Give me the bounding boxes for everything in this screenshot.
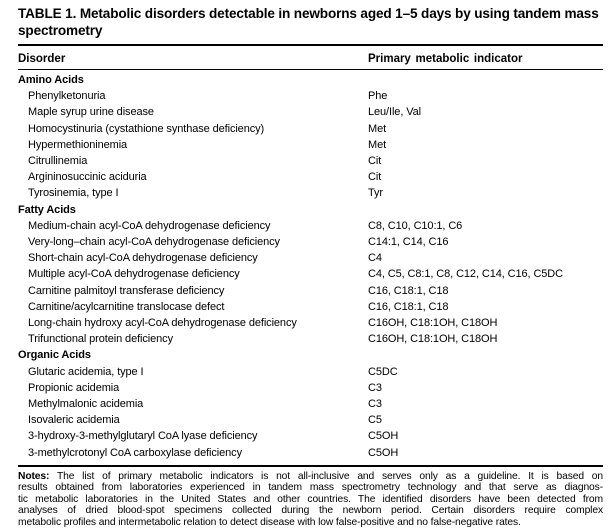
table-row: Medium-chain acyl-CoA dehydrogenase defi… [18, 218, 603, 234]
indicator-cell: C14:1, C14, C16 [368, 236, 449, 249]
section-title: Amino Acids [18, 74, 84, 86]
indicator-cell [368, 72, 603, 88]
disorder-cell: Trifunctional protein deficiency [28, 333, 173, 346]
column-header-indicator: Primary metabolic indicator [368, 53, 523, 65]
indicator-cell: C5DC [368, 365, 398, 378]
indicator-cell: C8, C10, C10:1, C6 [368, 219, 463, 232]
disorder-cell: Argininosuccinic aciduria [28, 171, 147, 184]
column-header-disorder: Disorder [18, 53, 66, 65]
table-row: Argininosuccinic aciduria Cit [18, 169, 603, 185]
notes-label: Notes: [18, 470, 50, 482]
disorder-cell: Hypermethioninemia [28, 138, 128, 151]
indicator-cell: Phe [368, 90, 388, 103]
notes-line: tic metabolic laboratories in the United… [18, 493, 603, 505]
table-row: Methylmalonic acidemia C3 [18, 396, 603, 412]
disorder-cell: Phenylketonuria [28, 90, 106, 103]
disorder-cell: 3-hydroxy-3-methylglutaryl CoA lyase def… [28, 430, 258, 443]
indicator-cell: Tyr [368, 187, 383, 200]
disorder-cell: Propionic acidemia [28, 381, 120, 394]
section-header-row: Organic Acids [18, 347, 603, 363]
disorder-cell: Carnitine/acylcarnitine translocase defe… [28, 300, 225, 313]
disorder-cell: Very-long–chain acyl-CoA dehydrogenase d… [28, 236, 280, 249]
section-title: Fatty Acids [18, 203, 76, 216]
indicator-cell: C5 [368, 414, 382, 427]
notes-line: analyses of dried blood-spot specimens c… [18, 505, 603, 517]
table-row: Short-chain acyl-CoA dehydrogenase defic… [18, 250, 603, 266]
table-header-row: Disorder Primary metabolic indicator [18, 46, 603, 70]
table-row: 3-hydroxy-3-methylglutaryl CoA lyase def… [18, 428, 603, 444]
disorder-cell: Isovaleric acidemia [28, 414, 120, 427]
table-body: Amino Acids Phenylketonuria Phe Maple syrup… [18, 70, 603, 467]
disorder-cell: Methylmalonic acidemia [28, 398, 144, 411]
disorder-cell: Short-chain acyl-CoA dehydrogenase defic… [28, 252, 258, 265]
indicator-cell: C5OH [368, 446, 399, 459]
section-title: Organic Acids [18, 349, 91, 362]
table-row: Hypermethioninemia Met [18, 137, 603, 153]
disorder-cell: Citrullinemia [28, 155, 88, 168]
table-row: Maple syrup urine disease Leu/Ile, Val [18, 104, 603, 120]
indicator-cell: Met [368, 122, 387, 135]
notes-line: metabolic profiles and intermetabolic re… [18, 516, 521, 528]
indicator-cell: C3 [368, 381, 382, 394]
disorder-cell: Long-chain hydroxy acyl-CoA dehydrogenas… [28, 317, 297, 330]
indicator-cell: C16OH, C18:1OH, C18OH [368, 333, 498, 346]
table-row: Propionic acidemia C3 [18, 380, 603, 396]
table-row: Citrullinemia Cit [18, 153, 603, 169]
indicator-cell: Leu/Ile, Val [368, 106, 422, 119]
table-row: Isovaleric acidemia C5 [18, 412, 603, 428]
indicator-cell [368, 202, 603, 218]
disorder-cell: Multiple acyl-CoA dehydrogenase deficien… [28, 268, 240, 281]
table-row: Long-chain hydroxy acyl-CoA dehydrogenas… [18, 315, 603, 331]
table-row: Multiple acyl-CoA dehydrogenase deficien… [18, 266, 603, 282]
indicator-cell: C16, C18:1, C18 [368, 284, 449, 297]
indicator-cell: Cit [368, 171, 382, 184]
disorder-cell: Carnitine palmitoyl transferase deficien… [28, 284, 225, 297]
indicator-cell: Cit [368, 155, 382, 168]
table-row: Homocystinuria (cystathione synthase def… [18, 121, 603, 137]
disorder-cell: Maple syrup urine disease [28, 106, 154, 119]
indicator-cell: C16, C18:1, C18 [368, 300, 449, 313]
disorder-cell: Glutaric acidemia, type I [28, 365, 144, 378]
table-row: Phenylketonuria Phe [18, 88, 603, 104]
indicator-cell: C16OH, C18:1OH, C18OH [368, 317, 498, 330]
indicator-cell: C4, C5, C8:1, C8, C12, C14, C16, C5DC [368, 268, 563, 281]
indicator-cell: C3 [368, 398, 382, 411]
table-row: Carnitine palmitoyl transferase deficien… [18, 283, 603, 299]
section-header-row: Amino Acids [18, 72, 603, 88]
table-title: TABLE 1. Metabolic disorders detectable … [18, 6, 603, 46]
notes-paragraph: Notes: The list of primary metabolic ind… [18, 471, 603, 528]
disorder-cell: 3-methylcrotonyl CoA carboxylase deficie… [28, 446, 242, 459]
indicator-cell: C5OH [368, 430, 399, 443]
table-row: Tyrosinemia, type I Tyr [18, 185, 603, 201]
disorder-cell: Tyrosinemia, type I [28, 187, 119, 200]
disorder-cell: Homocystinuria (cystathione synthase def… [28, 122, 265, 135]
notes-line: Notes: The list of primary metabolic ind… [18, 470, 603, 482]
indicator-cell: C4 [368, 252, 382, 265]
indicator-cell: Met [368, 138, 387, 151]
section-header-row: Fatty Acids [18, 202, 603, 218]
table-row: Very-long–chain acyl-CoA dehydrogenase d… [18, 234, 603, 250]
table-row: Carnitine/acylcarnitine translocase defe… [18, 299, 603, 315]
indicator-cell [368, 347, 603, 363]
disorder-cell: Medium-chain acyl-CoA dehydrogenase defi… [28, 219, 271, 232]
table-row: Glutaric acidemia, type I C5DC [18, 364, 603, 380]
table-row: 3-methylcrotonyl CoA carboxylase deficie… [18, 445, 603, 461]
notes-line: results obtained from laboratories exper… [18, 482, 603, 494]
table-row: Trifunctional protein deficiency C16OH, C… [18, 331, 603, 347]
